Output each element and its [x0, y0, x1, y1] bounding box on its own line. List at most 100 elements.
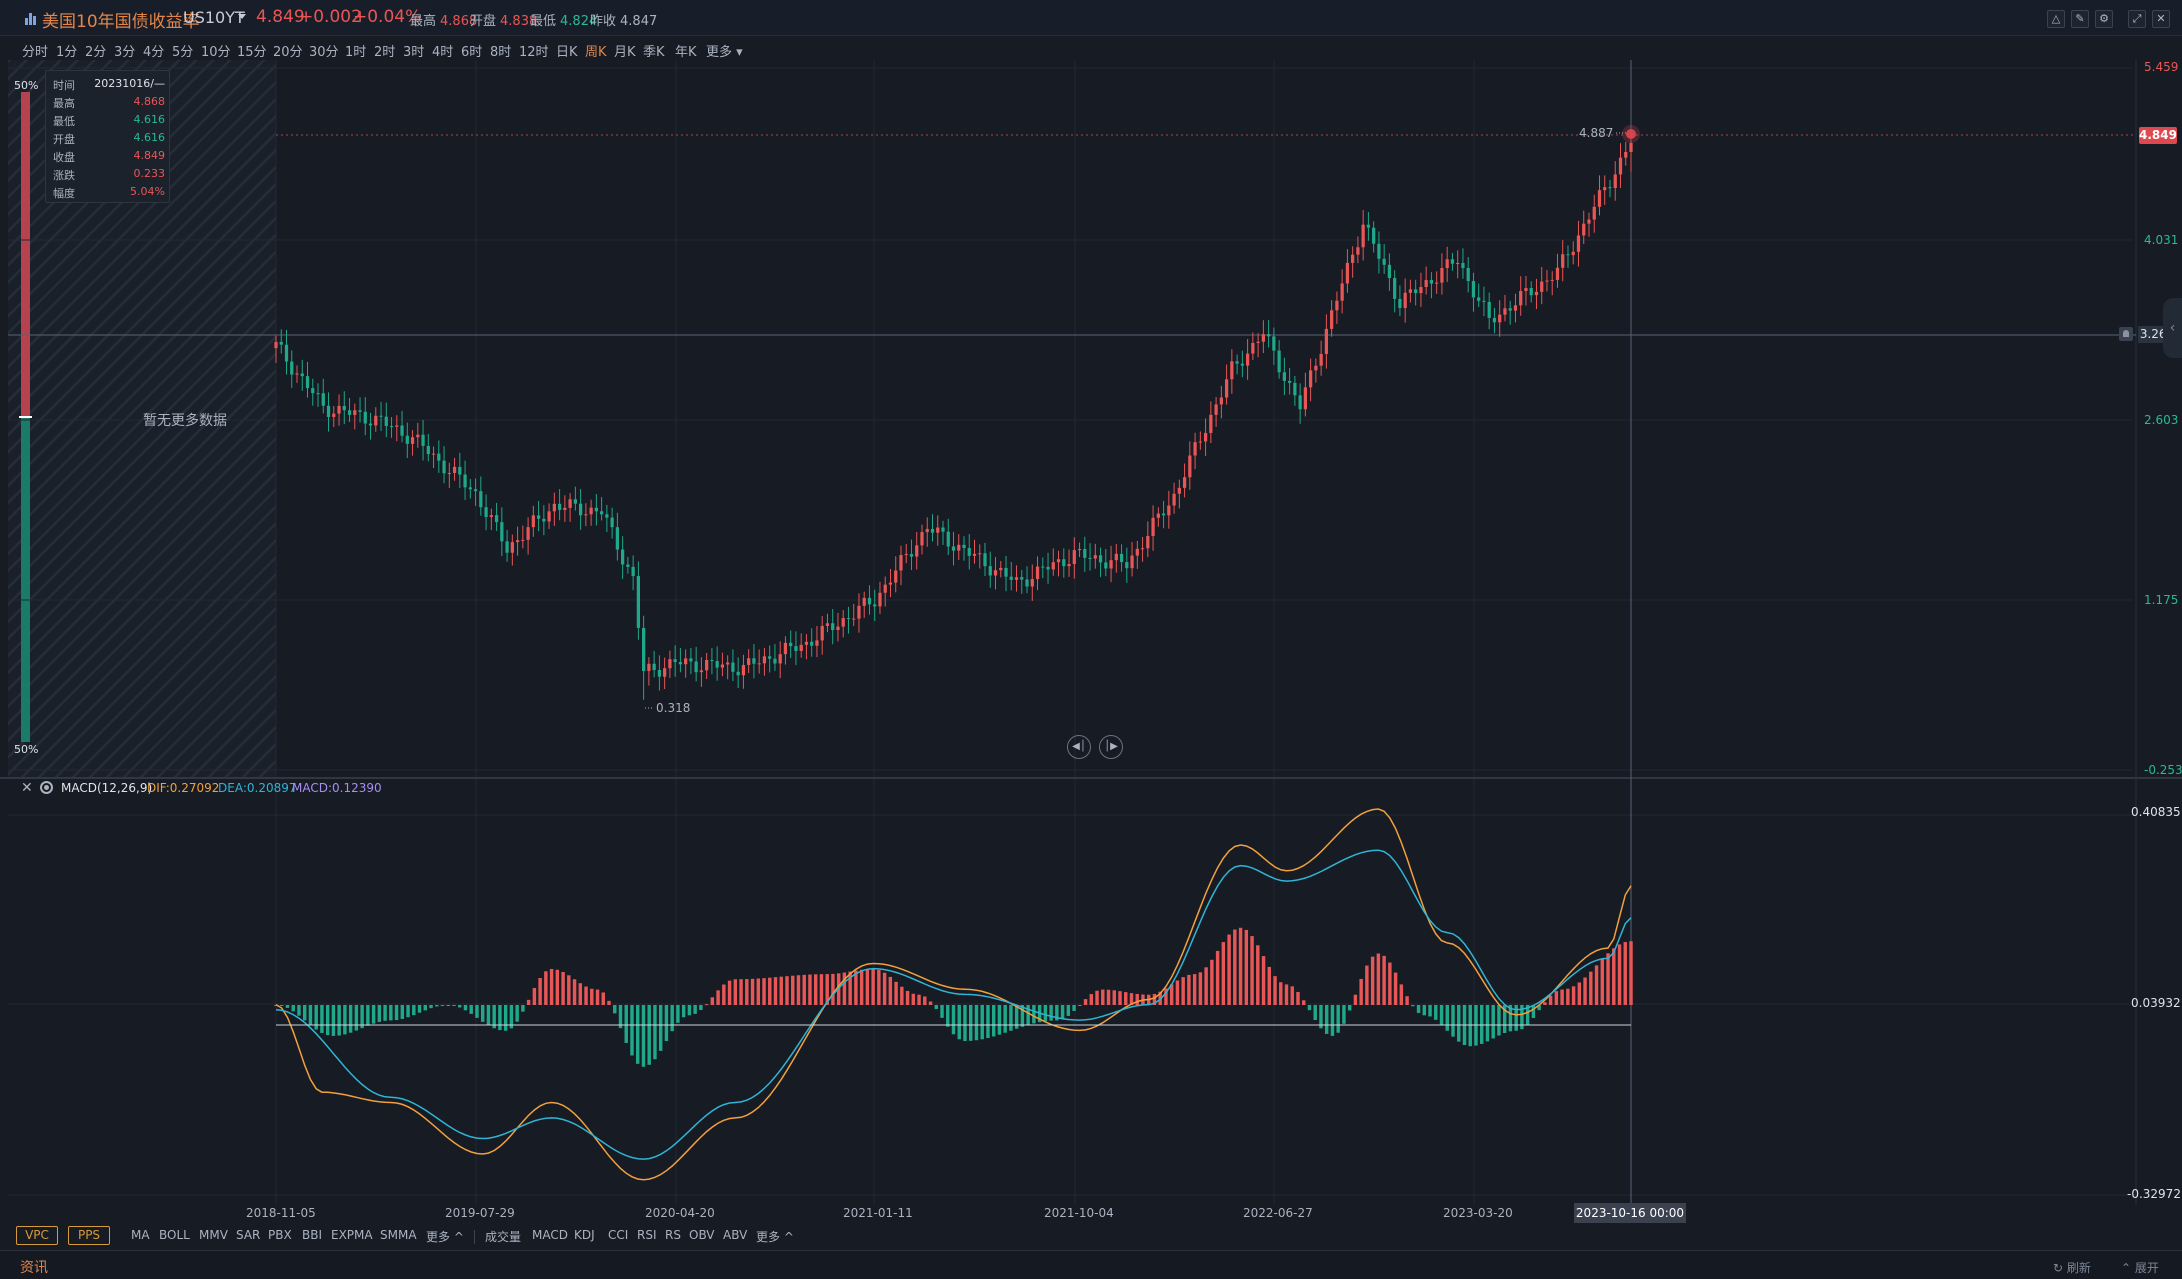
- sub-indicator[interactable]: OBV: [689, 1228, 715, 1242]
- indicator-toggle[interactable]: VPC: [16, 1226, 58, 1245]
- period-tab-active[interactable]: 周K: [585, 45, 607, 60]
- instrument-code[interactable]: US10YT: [183, 8, 245, 27]
- main-indicator[interactable]: BBI: [302, 1228, 323, 1242]
- candle-body: [589, 507, 593, 515]
- close-icon[interactable]: ✕: [21, 780, 33, 796]
- prev-icon[interactable]: ◀│: [1067, 735, 1091, 759]
- close-icon[interactable]: ✕: [2152, 10, 2170, 28]
- candle-body: [925, 528, 929, 533]
- settings-icon[interactable]: ⚙: [2095, 10, 2113, 28]
- last-price-tag: 4.849: [2139, 127, 2177, 144]
- candle-body: [1214, 404, 1218, 415]
- main-indicator[interactable]: SMMA: [380, 1228, 417, 1242]
- candle-body: [437, 453, 441, 461]
- macd-bar: [458, 1004, 462, 1008]
- main-indicator-more[interactable]: 更多 ^: [426, 1230, 464, 1244]
- period-tab[interactable]: 月K: [614, 45, 636, 60]
- macd-bar: [486, 1004, 491, 1026]
- sub-indicator[interactable]: KDJ: [574, 1228, 595, 1242]
- stat-value: 4.838: [500, 14, 538, 29]
- candle-body: [888, 582, 893, 585]
- period-tab[interactable]: 年K: [675, 45, 697, 60]
- chart-type-icon[interactable]: △: [2047, 10, 2065, 28]
- tooltip-row: 涨跌 0.233: [53, 167, 165, 185]
- candle-body: [1450, 259, 1455, 264]
- period-tab[interactable]: 2分: [85, 45, 107, 60]
- gear-icon[interactable]: [40, 781, 53, 794]
- candle-body: [1198, 441, 1202, 443]
- period-tab[interactable]: 6时: [461, 45, 483, 60]
- period-tab[interactable]: 2时: [374, 45, 396, 60]
- news-title[interactable]: 资讯: [20, 1260, 48, 1276]
- period-tab-more[interactable]: 更多 ▾: [706, 41, 743, 60]
- main-indicator[interactable]: EXPMA: [331, 1228, 373, 1242]
- sub-indicator[interactable]: RS: [665, 1228, 681, 1242]
- macd-bar: [1244, 929, 1249, 1005]
- candle-body: [1351, 254, 1355, 263]
- instrument-name[interactable]: 美国10年国债收益率: [42, 12, 200, 32]
- period-tab[interactable]: 3分: [114, 45, 136, 60]
- macd-bar: [911, 993, 916, 1005]
- period-tab[interactable]: 日K: [556, 45, 578, 60]
- news-bar: 资讯 ↻ 刷新 ⌃ 展开: [0, 1250, 2182, 1279]
- main-indicator[interactable]: MA: [131, 1228, 150, 1242]
- expand-icon[interactable]: ⤢: [2128, 10, 2146, 28]
- macd-bar: [1525, 1004, 1530, 1025]
- macd-axis-label: -0.32972: [2127, 1187, 2181, 1201]
- sub-indicator[interactable]: MACD: [532, 1228, 568, 1242]
- refresh-button[interactable]: ↻ 刷新: [2053, 1259, 2091, 1276]
- sub-indicator[interactable]: RSI: [637, 1228, 657, 1242]
- last-price-dot: [1626, 129, 1636, 139]
- candle-body: [1041, 566, 1045, 568]
- low-annotation: 0.318: [656, 701, 691, 715]
- macd-bar: [1336, 1004, 1340, 1033]
- candle-body: [1435, 282, 1439, 284]
- macd-bar: [1319, 1004, 1323, 1029]
- side-panel-toggle[interactable]: ‹: [2163, 298, 2182, 358]
- macd-bar: [894, 981, 898, 1005]
- draw-icon[interactable]: ✎: [2071, 10, 2089, 28]
- sub-indicator[interactable]: 成交量: [485, 1230, 522, 1244]
- macd-bar: [1261, 956, 1266, 1005]
- candle-body: [1156, 513, 1160, 518]
- macd-bar: [974, 1004, 979, 1041]
- main-indicator[interactable]: MMV: [199, 1228, 228, 1242]
- macd-bar: [1106, 989, 1111, 1005]
- period-tab[interactable]: 15分: [237, 45, 267, 60]
- period-tab[interactable]: 30分: [309, 45, 339, 60]
- period-tab[interactable]: 3时: [403, 45, 425, 60]
- period-tab[interactable]: 1分: [56, 45, 78, 60]
- next-icon[interactable]: │▶: [1099, 735, 1123, 759]
- candle-body: [463, 474, 467, 488]
- candle-body: [1319, 353, 1323, 366]
- sub-indicator[interactable]: ABV: [723, 1228, 748, 1242]
- candle-body: [311, 388, 315, 394]
- tooltip-row: 开盘 4.616: [53, 131, 165, 149]
- period-tab[interactable]: 1时: [345, 45, 367, 60]
- candle-body: [1477, 297, 1481, 301]
- period-tab[interactable]: 8时: [490, 45, 512, 60]
- period-tab[interactable]: 20分: [273, 45, 303, 60]
- sub-indicator-more[interactable]: 更多 ^: [756, 1230, 794, 1244]
- indicator-toggle[interactable]: PPS: [68, 1226, 110, 1245]
- period-tab[interactable]: 12时: [519, 45, 549, 60]
- main-indicator[interactable]: BOLL: [159, 1228, 190, 1242]
- macd-bar: [515, 1004, 519, 1022]
- period-tab[interactable]: 4分: [143, 45, 165, 60]
- period-tab[interactable]: 4时: [432, 45, 454, 60]
- macd-bar: [905, 990, 910, 1005]
- main-indicator[interactable]: SAR: [236, 1228, 261, 1242]
- macd-bar: [1606, 953, 1610, 1005]
- main-indicator[interactable]: PBX: [268, 1228, 292, 1242]
- chart-canvas[interactable]: [0, 60, 2182, 1220]
- period-tab[interactable]: 5分: [172, 45, 194, 60]
- macd-bar: [1439, 1004, 1444, 1025]
- period-tab[interactable]: 季K: [643, 45, 665, 60]
- period-tab[interactable]: 分时: [22, 45, 49, 60]
- sub-indicator[interactable]: CCI: [608, 1228, 629, 1242]
- caret-down-icon[interactable]: [238, 14, 246, 19]
- period-tab[interactable]: 10分: [201, 45, 231, 60]
- expand-button[interactable]: ⌃ 展开: [2121, 1259, 2159, 1276]
- bell-icon[interactable]: [2119, 327, 2133, 341]
- macd-bar: [1428, 1004, 1432, 1017]
